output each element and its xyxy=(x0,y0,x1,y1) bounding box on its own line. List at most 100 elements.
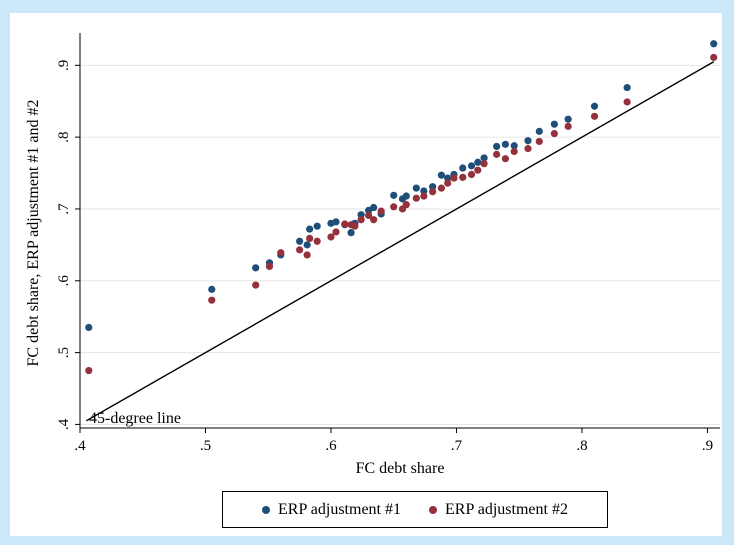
data-point-series-1 xyxy=(370,203,378,212)
x-axis-label: FC debt share xyxy=(356,460,445,477)
x-tick-label: .8 xyxy=(576,438,587,454)
reference-line-annotation: 45-degree line xyxy=(89,410,181,427)
data-point-series-2 xyxy=(357,216,365,224)
data-point-series-2 xyxy=(306,234,314,242)
data-point-series-2 xyxy=(296,246,304,254)
data-point-series-1 xyxy=(303,241,311,249)
x-tick-label: .7 xyxy=(451,438,463,454)
data-point-series-2 xyxy=(265,262,274,271)
y-tick-label: .6 xyxy=(56,275,72,287)
data-point-series-2 xyxy=(623,98,631,106)
legend: ERP adjustment #1 ERP adjustment #2 xyxy=(222,491,608,528)
data-point-series-2 xyxy=(710,53,718,62)
grid-layer xyxy=(80,64,720,425)
axes xyxy=(79,33,720,429)
data-point-series-2 xyxy=(412,194,420,202)
data-point-series-1 xyxy=(459,164,467,172)
data-point-series-1 xyxy=(313,222,321,230)
data-point-series-1 xyxy=(252,264,260,272)
y-tick-label: .5 xyxy=(56,347,72,358)
data-point-series-1 xyxy=(510,142,518,150)
x-tick-label: .6 xyxy=(325,438,337,454)
data-point-series-2 xyxy=(501,155,510,163)
data-point-series-2 xyxy=(341,220,349,228)
data-point-series-1 xyxy=(437,171,446,179)
data-point-series-1 xyxy=(444,174,452,182)
data-point-series-1 xyxy=(535,127,543,135)
data-point-series-1 xyxy=(493,142,501,151)
legend-label: ERP adjustment #2 xyxy=(445,500,568,518)
data-point-series-1 xyxy=(467,162,476,170)
data-point-series-1 xyxy=(564,115,572,123)
x-tick-label: .4 xyxy=(74,438,86,454)
data-point-series-2 xyxy=(474,166,482,174)
data-point-series-2 xyxy=(208,296,216,304)
data-point-series-1 xyxy=(710,40,718,48)
data-point-series-2 xyxy=(365,211,373,220)
data-point-series-2 xyxy=(277,249,285,257)
y-tick-label: .4 xyxy=(56,418,72,430)
data-point-series-1 xyxy=(85,323,93,332)
points-layer xyxy=(85,40,718,375)
scatter-plot: .4 .5 .6 .7 .8 .9 .4 .5 .6 .7 .8 .9 FC debt share F… xyxy=(25,33,720,477)
reference-line-layer xyxy=(85,61,715,422)
data-point-series-1 xyxy=(420,187,428,195)
data-point-series-2 xyxy=(332,228,340,236)
legend-label: ERP adjustment #1 xyxy=(278,500,401,518)
data-point-series-1 xyxy=(429,183,437,191)
data-point-series-1 xyxy=(623,83,631,92)
data-point-series-2 xyxy=(467,170,476,179)
x-tick-label: .9 xyxy=(702,438,713,454)
y-axis-label: FC debt share, ERP adjustment #1 and #2 xyxy=(25,100,42,367)
data-point-series-1 xyxy=(480,154,488,162)
data-point-series-1 xyxy=(390,191,398,199)
data-point-series-1 xyxy=(474,158,482,166)
data-point-series-1 xyxy=(590,102,599,110)
reference-line xyxy=(85,61,715,422)
data-point-series-1 xyxy=(550,120,558,128)
data-point-series-2 xyxy=(564,122,572,130)
data-point-series-2 xyxy=(493,150,501,158)
data-point-series-2 xyxy=(450,174,458,182)
data-point-series-2 xyxy=(303,251,311,259)
data-point-series-2 xyxy=(390,203,398,211)
data-point-series-1 xyxy=(347,229,355,237)
data-point-series-2 xyxy=(370,216,378,224)
legend-marker-icon xyxy=(429,505,437,514)
data-point-series-1 xyxy=(524,137,532,145)
x-tick-label: .5 xyxy=(200,438,211,454)
legend-marker-icon xyxy=(262,505,271,514)
data-point-series-1 xyxy=(332,218,340,226)
data-point-series-2 xyxy=(480,160,488,168)
data-point-series-2 xyxy=(535,137,543,146)
data-point-series-2 xyxy=(444,179,452,187)
data-point-series-2 xyxy=(524,145,532,153)
data-point-series-2 xyxy=(420,192,428,200)
data-point-series-1 xyxy=(412,184,420,192)
data-point-series-1 xyxy=(501,140,510,148)
data-point-series-1 xyxy=(357,211,365,219)
data-point-series-2 xyxy=(402,201,410,209)
data-point-series-2 xyxy=(313,237,321,245)
ticks: .4 .5 .6 .7 .8 .9 .4 .5 .6 .7 .8 .9 xyxy=(56,60,713,454)
data-point-series-2 xyxy=(429,188,437,196)
data-point-series-2 xyxy=(327,233,335,241)
y-tick-label: .7 xyxy=(56,203,72,215)
data-point-series-2 xyxy=(510,147,518,156)
data-point-series-2 xyxy=(437,184,446,192)
chart-area: .4 .5 .6 .7 .8 .9 .4 .5 .6 .7 .8 .9 FC debt share F… xyxy=(10,13,722,536)
data-point-series-2 xyxy=(377,207,385,215)
legend-entry-series-2: ERP adjustment #2 xyxy=(429,501,568,519)
data-point-series-2 xyxy=(459,173,467,181)
data-point-series-1 xyxy=(306,225,314,233)
data-point-series-2 xyxy=(590,112,599,120)
y-tick-label: .9 xyxy=(56,60,72,71)
y-tick-label: .8 xyxy=(56,132,72,143)
data-point-series-1 xyxy=(402,192,410,200)
data-point-series-1 xyxy=(296,237,304,245)
data-point-series-2 xyxy=(351,222,359,230)
data-point-series-2 xyxy=(252,281,260,289)
legend-entry-series-1: ERP adjustment #1 xyxy=(262,501,401,519)
data-point-series-1 xyxy=(208,285,216,293)
data-point-series-2 xyxy=(85,366,93,375)
